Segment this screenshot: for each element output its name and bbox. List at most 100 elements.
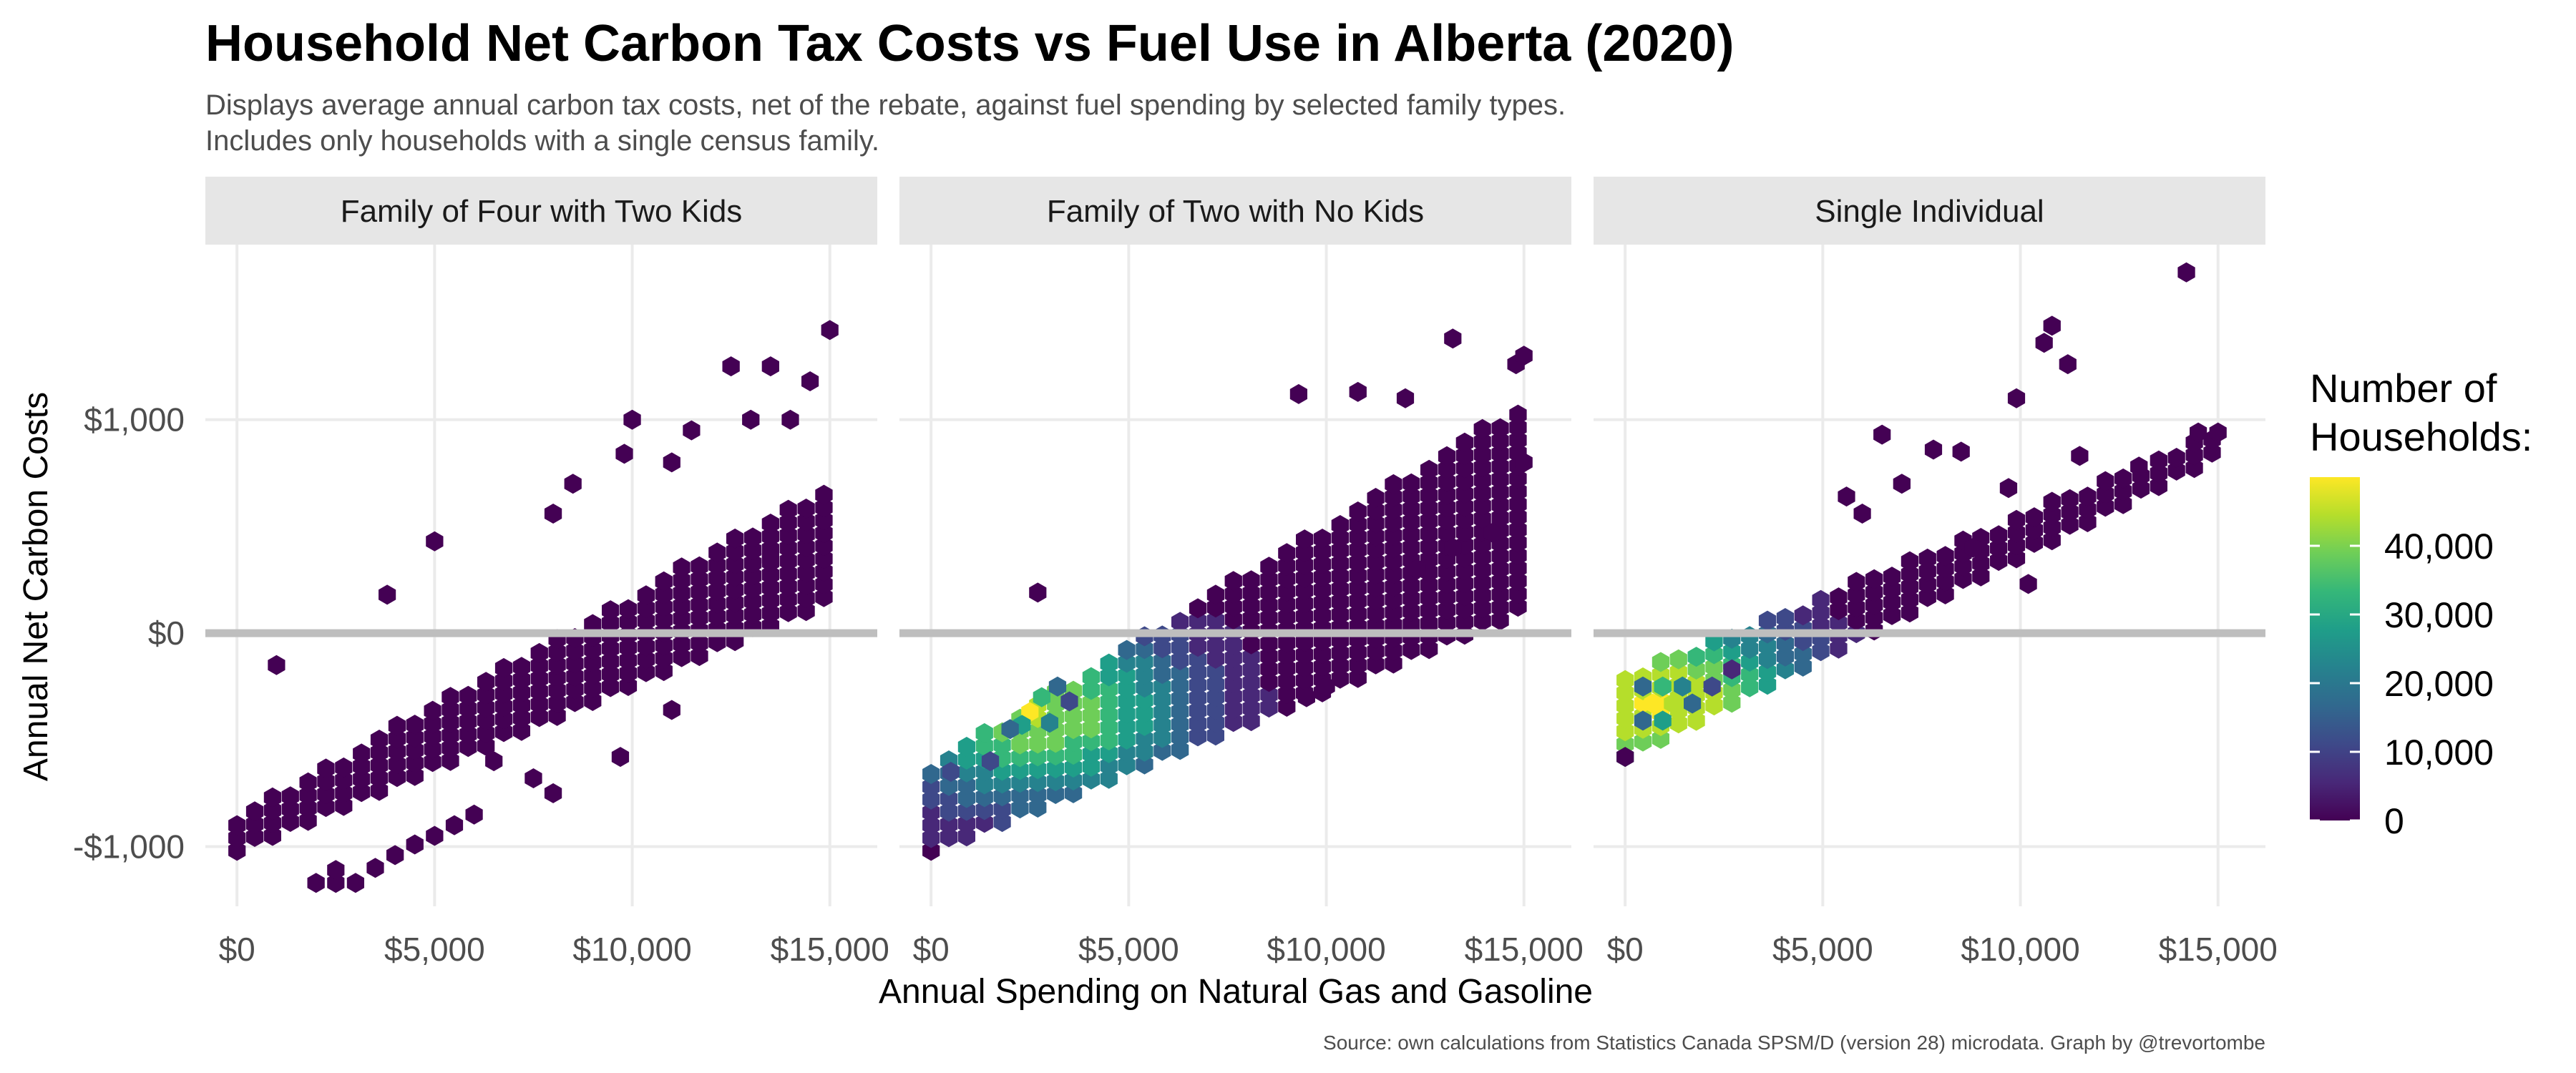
hex-cell xyxy=(1865,569,1883,589)
hex-cell xyxy=(335,757,353,778)
hex-cell xyxy=(1242,647,1260,667)
hex-cell xyxy=(263,825,281,846)
hex-cell xyxy=(2025,520,2043,540)
hex-cell xyxy=(512,695,530,715)
hex-cell xyxy=(1491,469,1509,490)
hex-cell xyxy=(779,538,797,559)
hex-cell xyxy=(1509,494,1527,514)
hex-cell xyxy=(1634,676,1652,697)
hex-cell xyxy=(1349,565,1367,586)
hex-cell xyxy=(1118,742,1136,763)
hex-cell xyxy=(1812,641,1830,662)
hex-cell xyxy=(512,657,530,677)
hex-cell xyxy=(1402,640,1420,660)
hex-cell xyxy=(1189,611,1207,632)
hex-cell xyxy=(1100,755,1118,776)
hex-cell xyxy=(957,800,975,821)
hex-cell xyxy=(940,814,958,835)
hex-cell xyxy=(1206,687,1224,707)
hex-cell xyxy=(335,783,353,803)
hex-cell xyxy=(530,681,548,702)
hex-cell xyxy=(406,834,424,855)
hex-cell xyxy=(1296,555,1314,575)
hex-cell xyxy=(1616,670,1634,690)
hex-cell xyxy=(1936,584,1954,604)
hex-cell xyxy=(673,634,691,655)
hex-cell xyxy=(1296,606,1314,627)
hex-cell xyxy=(1901,564,1918,584)
hex-cell xyxy=(299,785,317,805)
hex-cell xyxy=(494,696,513,717)
hex-cell xyxy=(1153,651,1171,672)
hex-cell xyxy=(2150,450,2167,471)
hex-cell xyxy=(1901,602,1918,623)
hex-cell xyxy=(2114,494,2132,514)
hex-cell xyxy=(530,655,548,676)
facet-strip xyxy=(205,177,877,245)
hex-cell xyxy=(1420,498,1438,519)
hex-cell xyxy=(1313,579,1332,600)
hex-cell xyxy=(1776,633,1794,654)
hex-cell xyxy=(691,594,708,615)
hex-cell xyxy=(1118,755,1136,775)
hex-cell xyxy=(1242,634,1260,655)
hex-cell xyxy=(1883,592,1901,612)
hex-cell xyxy=(1438,612,1456,633)
hex-cell xyxy=(1367,641,1385,662)
hex-cell xyxy=(530,642,548,663)
hex-cell xyxy=(1047,745,1065,766)
hex-cell xyxy=(1705,657,1723,677)
hex-cell xyxy=(1313,657,1332,677)
hex-cell xyxy=(975,735,993,756)
hex-cell xyxy=(1367,526,1385,547)
hex-cell xyxy=(459,724,477,745)
hex-cell xyxy=(1118,665,1136,686)
hex-cell xyxy=(2007,388,2026,408)
x-tick-label: $15,000 xyxy=(2159,931,2278,968)
hex-cell xyxy=(1616,734,1634,755)
hex-cell xyxy=(1278,697,1296,717)
hex-cell xyxy=(708,606,726,627)
hex-cell xyxy=(1741,639,1759,660)
hex-cell xyxy=(975,813,993,833)
hex-cell xyxy=(1402,576,1420,596)
hex-cell xyxy=(637,649,655,670)
hex-cell xyxy=(1848,584,1865,605)
hex-cell xyxy=(1794,656,1812,677)
hex-cell xyxy=(1171,701,1189,722)
hex-cell xyxy=(1491,597,1509,618)
hex-cell xyxy=(1664,693,1682,714)
hex-cell xyxy=(797,511,815,531)
hex-cell xyxy=(957,762,975,783)
hex-cell xyxy=(544,783,562,803)
hex-cell xyxy=(1491,559,1509,579)
hex-cell xyxy=(1260,557,1278,577)
hex-cell xyxy=(2019,574,2037,594)
hex-cell xyxy=(1438,446,1456,466)
hex-cell xyxy=(1918,587,1936,607)
hex-cell xyxy=(673,583,691,604)
hex-cell xyxy=(1438,587,1456,607)
hex-cell xyxy=(779,499,797,520)
hex-cell xyxy=(1029,582,1047,603)
hex-cell xyxy=(1224,584,1242,604)
hex-cell xyxy=(993,786,1011,807)
hex-cell xyxy=(1242,608,1260,629)
hex-cell xyxy=(1349,642,1367,662)
hex-cell xyxy=(1865,607,1883,628)
hex-cell xyxy=(1260,672,1278,692)
hex-cell xyxy=(1616,708,1634,729)
hex-cell xyxy=(1349,604,1367,624)
hex-cell xyxy=(2043,315,2061,336)
hex-cell xyxy=(1883,604,1901,625)
hex-cell xyxy=(1011,798,1029,819)
hex-cell xyxy=(1654,710,1672,731)
facet-panels: Family of Four with Two Kids $0 $5,000 $10,… xyxy=(205,177,2278,968)
hex-cell xyxy=(1189,637,1207,657)
hex-cell xyxy=(1047,733,1065,753)
hex-cell xyxy=(1349,655,1367,675)
hex-cell xyxy=(623,409,641,430)
hex-cell xyxy=(1473,418,1491,439)
hex-cell xyxy=(975,787,993,808)
hex-cell xyxy=(1060,691,1078,712)
